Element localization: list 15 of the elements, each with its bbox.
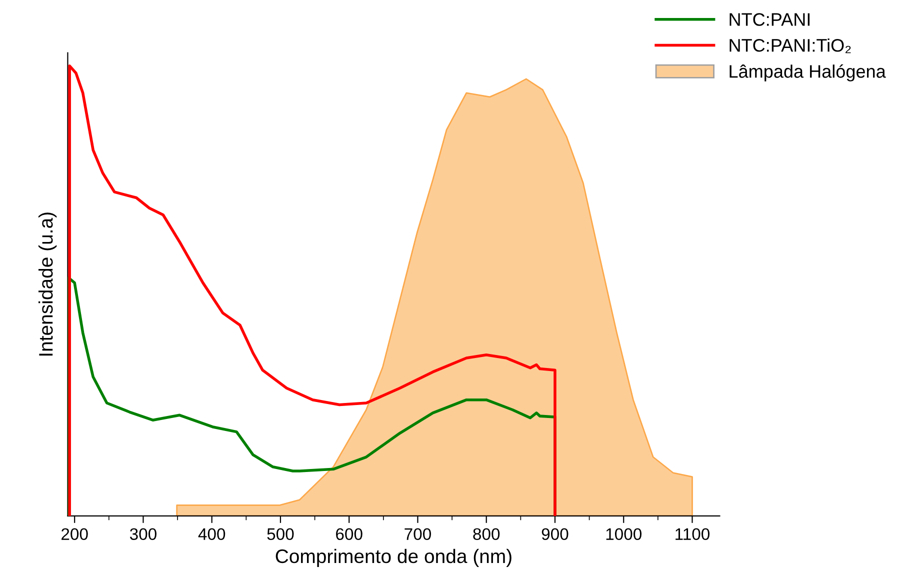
x-tick-label: 1000 [606, 528, 642, 540]
x-tick-label: 800 [473, 528, 500, 540]
legend-label: Lâmpada Halógena [730, 64, 886, 82]
x-tick-label: 500 [267, 528, 294, 540]
x-tick-label: 900 [542, 528, 568, 540]
y-axis-title: Intensidade (u.a) [38, 212, 57, 356]
x-tick-label: 1100 [676, 528, 710, 540]
x-tick-label: 600 [336, 528, 362, 540]
x-tick-label: 700 [404, 528, 431, 540]
legend-label: NTC:PANI:TiO₂ [730, 38, 851, 54]
x-tick-label: 200 [62, 528, 88, 540]
x-tick-label: 400 [198, 528, 226, 540]
x-axis-title: Comprimento de onda (nm) [276, 548, 512, 567]
x-tick-label: 300 [130, 528, 156, 540]
legend-label: NTC:PANI [730, 13, 810, 26]
